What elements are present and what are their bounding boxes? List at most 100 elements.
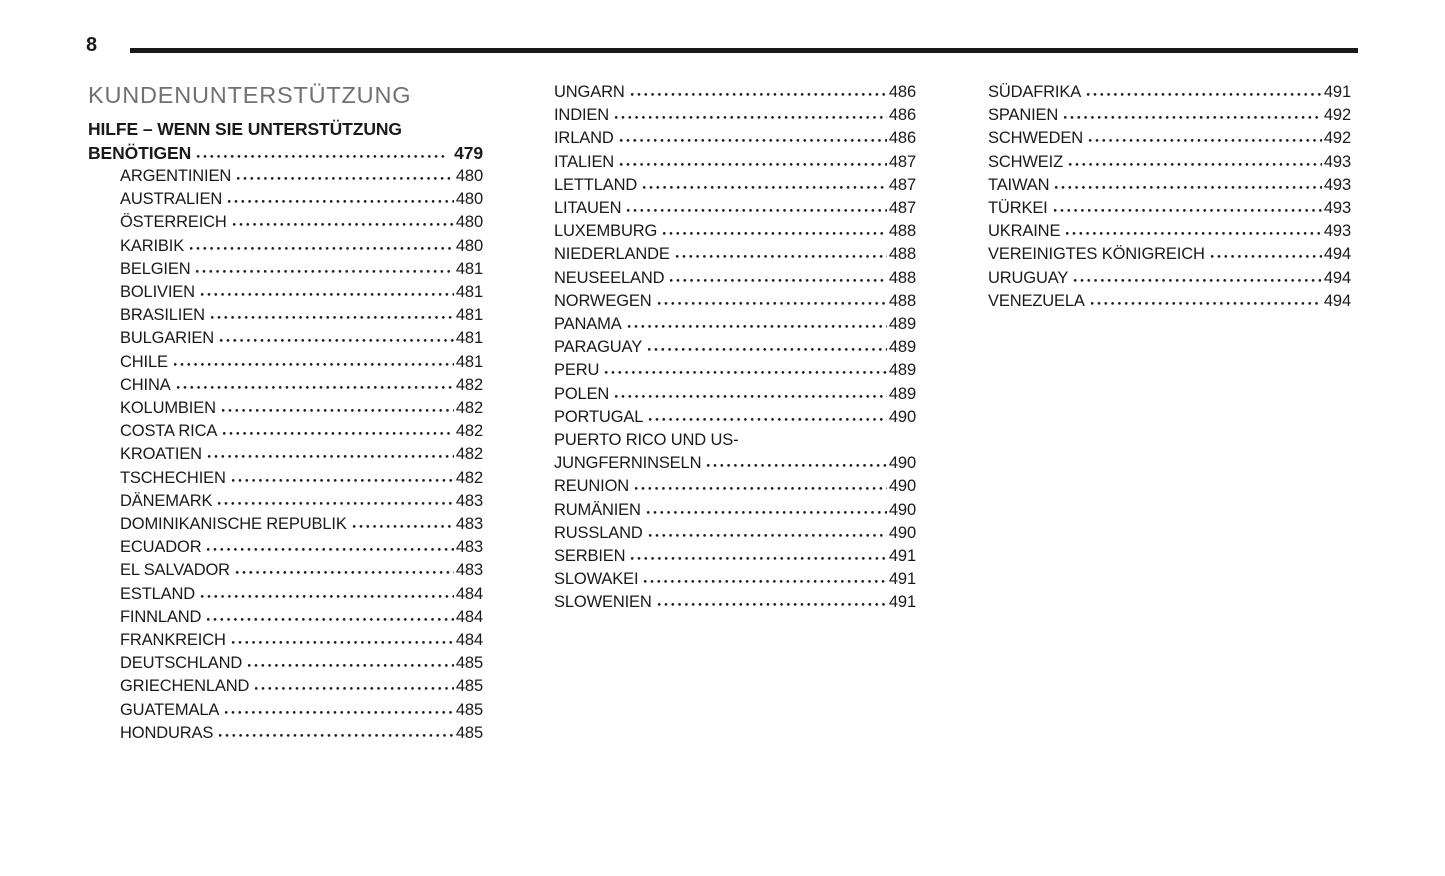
toc-entry-list-1: ARGENTINIEN 480 AUSTRALIEN 480 ÖSTERREIC… xyxy=(88,165,483,745)
toc-entry-page: 491 xyxy=(888,547,916,566)
toc-entry-page: 483 xyxy=(455,561,483,580)
dot-leader xyxy=(219,338,454,344)
toc-entry-page: 483 xyxy=(455,491,483,510)
toc-entry: TÜRKEI 493 xyxy=(988,197,1351,220)
toc-entry: HONDURAS 485 xyxy=(120,722,483,745)
dot-leader xyxy=(227,199,454,205)
toc-entry-label: VEREINIGTES KÖNIGREICH xyxy=(988,245,1205,264)
dot-leader xyxy=(222,431,454,437)
dot-leader xyxy=(234,570,454,576)
toc-entry: KARIBIK 480 xyxy=(120,235,483,258)
dot-leader xyxy=(669,277,887,283)
toc-entry-label: EL SALVADOR xyxy=(120,561,230,580)
toc-entry: SLOWENIEN 491 xyxy=(554,591,916,614)
toc-entry: DOMINIKANISCHE REPUBLIK 483 xyxy=(120,513,483,536)
toc-entry: SCHWEDEN 492 xyxy=(988,127,1351,150)
toc-entry-page: 481 xyxy=(455,283,483,302)
toc-entry: RUMÄNIEN 490 xyxy=(554,499,916,522)
dot-leader xyxy=(647,532,887,538)
dot-leader xyxy=(1054,184,1322,190)
dot-leader xyxy=(626,208,887,214)
toc-entry-page: 493 xyxy=(1323,222,1351,241)
toc-entry-label: HONDURAS xyxy=(120,723,214,742)
toc-entry-page: 487 xyxy=(888,175,916,194)
toc-entry-page: 485 xyxy=(455,677,483,696)
toc-entry-label: FRANKREICH xyxy=(120,631,226,650)
toc-entry: ÖSTERREICH 480 xyxy=(120,211,483,234)
dot-leader xyxy=(247,663,454,669)
toc-entry: AUSTRALIEN 480 xyxy=(120,188,483,211)
toc-entry-label: BRASILIEN xyxy=(120,306,205,325)
dot-leader xyxy=(195,268,454,274)
toc-entry-page: 480 xyxy=(455,190,483,209)
toc-entry-page: 489 xyxy=(888,338,916,357)
toc-entry-page: 489 xyxy=(888,315,916,334)
toc-entry-page: 494 xyxy=(1323,291,1351,310)
toc-entry-page: 489 xyxy=(888,361,916,380)
dot-leader xyxy=(645,509,887,515)
toc-entry-page: 493 xyxy=(1323,152,1351,171)
dot-leader xyxy=(200,593,454,599)
toc-entry-page: 488 xyxy=(888,222,916,241)
toc-entry-page: 481 xyxy=(455,329,483,348)
toc-entry-page: 484 xyxy=(455,631,483,650)
toc-entry: SPANIEN 492 xyxy=(988,104,1351,127)
toc-entry: BOLIVIEN 481 xyxy=(120,281,483,304)
toc-entry-page: 481 xyxy=(455,352,483,371)
dot-leader xyxy=(656,300,887,306)
toc-entry-label: IRLAND xyxy=(554,129,614,148)
dot-leader xyxy=(1209,254,1322,260)
toc-entry-label: NORWEGEN xyxy=(554,291,652,310)
toc-heading-line1: HILFE – WENN SIE UNTERSTÜTZUNG xyxy=(88,119,402,139)
dot-leader xyxy=(643,579,887,585)
toc-entry-label: AUSTRALIEN xyxy=(120,190,223,209)
toc-entry: SLOWAKEI 491 xyxy=(554,568,916,591)
dot-leader xyxy=(351,524,454,530)
dot-leader xyxy=(1052,208,1322,214)
toc-entry-label: SERBIEN xyxy=(554,547,626,566)
dot-leader xyxy=(1073,277,1322,283)
toc-entry: LETTLAND 487 xyxy=(554,174,916,197)
toc-entry: KOLUMBIEN 482 xyxy=(120,397,483,420)
toc-entry-label: RUSSLAND xyxy=(554,523,643,542)
dot-leader xyxy=(206,547,454,553)
toc-entry: SCHWEIZ 493 xyxy=(988,151,1351,174)
toc-column-3: SÜDAFRIKA 491 SPANIEN 492 SCHWEDEN 492 S… xyxy=(988,81,1351,745)
toc-entry-page: 489 xyxy=(888,384,916,403)
toc-entry-label: LITAUEN xyxy=(554,199,622,218)
toc-entry-page: 490 xyxy=(888,477,916,496)
toc-entry-label: UKRAINE xyxy=(988,222,1061,241)
toc-entry-page: 491 xyxy=(1323,83,1351,101)
dot-leader xyxy=(199,292,454,298)
toc-entry: SERBIEN 491 xyxy=(554,545,916,568)
toc-entry-label: GRIECHENLAND xyxy=(120,677,250,696)
dot-leader xyxy=(662,231,887,237)
toc-entry-label: RUMÄNIEN xyxy=(554,500,641,519)
toc-entry-page: 490 xyxy=(888,454,916,473)
dot-leader xyxy=(236,176,454,181)
toc-entry: PERU 489 xyxy=(554,359,916,382)
toc-entry: ECUADOR 483 xyxy=(120,536,483,559)
toc-entry-label: CHINA xyxy=(120,375,171,394)
toc-entry-label: SCHWEIZ xyxy=(988,152,1064,171)
toc-entry-label: PORTUGAL xyxy=(554,407,644,426)
toc-entry: NEUSEELAND 488 xyxy=(554,267,916,290)
dot-leader xyxy=(231,222,454,228)
toc-entry-label: TAIWAN xyxy=(988,175,1050,194)
toc-entry-label: SLOWENIEN xyxy=(554,593,652,612)
dot-leader xyxy=(1065,231,1322,237)
dot-leader xyxy=(706,463,887,469)
toc-entry-label: VENEZUELA xyxy=(988,291,1085,310)
toc-entry-page: 485 xyxy=(455,700,483,719)
toc-entry-page: 486 xyxy=(888,83,916,101)
toc-entry: GRIECHENLAND 485 xyxy=(120,675,483,698)
dot-leader xyxy=(206,454,454,460)
dot-leader xyxy=(206,616,454,622)
toc-entry-label: PERU xyxy=(554,361,600,380)
dot-leader xyxy=(175,384,454,390)
toc-entry: LUXEMBURG 488 xyxy=(554,220,916,243)
toc-heading-page: 479 xyxy=(454,143,483,163)
toc-column-1: KUNDENUNTERSTÜTZUNG HILFE – WENN SIE UNT… xyxy=(88,81,483,745)
dot-leader xyxy=(224,709,454,715)
